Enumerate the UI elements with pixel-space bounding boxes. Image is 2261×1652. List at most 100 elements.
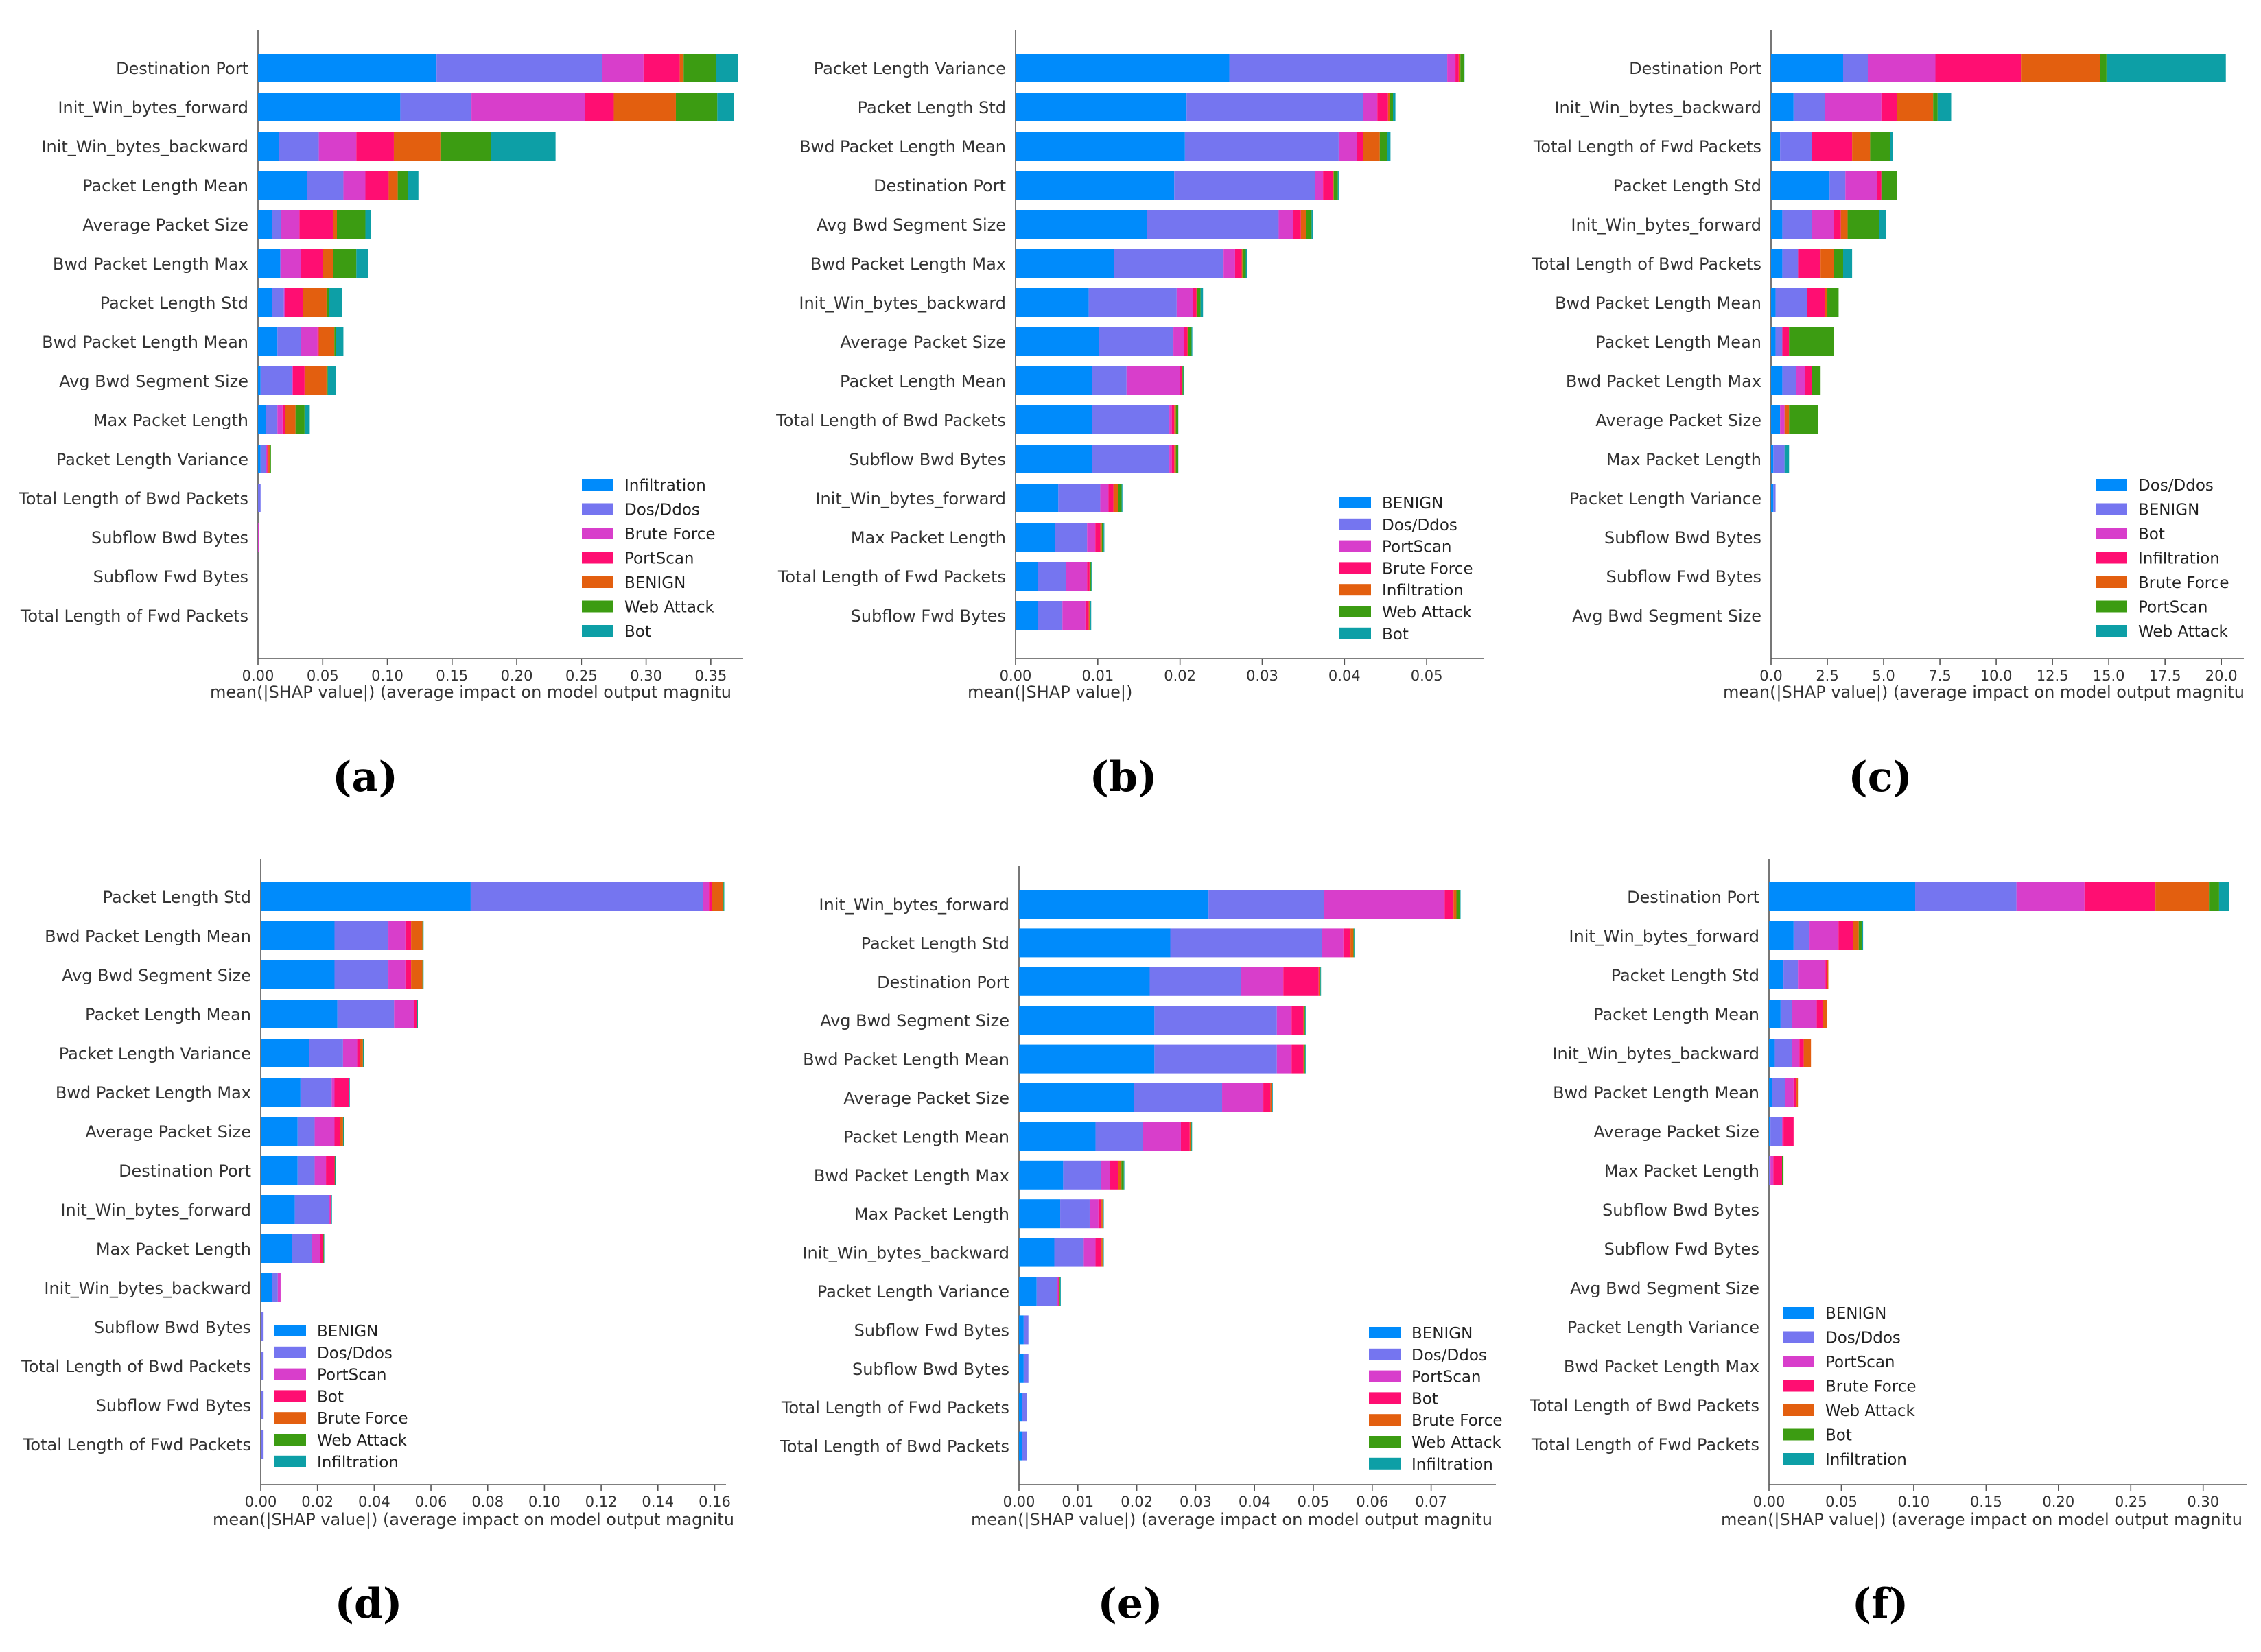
legend-label: Dos/Ddos — [317, 1345, 393, 1362]
panel-label: (d) — [335, 1580, 403, 1628]
x-tick-label: 10.0 — [1980, 668, 2013, 684]
bar-segment — [1090, 562, 1092, 591]
legend-swatch — [582, 576, 613, 588]
bar-segment — [388, 171, 398, 200]
legend-label: Brute Force — [317, 1410, 408, 1428]
x-tick-label: 0.30 — [630, 668, 662, 684]
bar-segment — [414, 1000, 417, 1028]
bar-segment — [1019, 1238, 1055, 1267]
feature-label: Packet Length Std — [1611, 966, 1759, 985]
bar-segment — [285, 405, 296, 434]
bar-segment — [331, 1078, 335, 1107]
bar-segment — [683, 54, 716, 82]
bar-segment — [1057, 1277, 1059, 1306]
bar-segment — [1387, 132, 1391, 161]
bar-segment — [320, 1234, 323, 1263]
bar-segment — [679, 54, 684, 82]
bar-segment — [1816, 1000, 1823, 1028]
bar-segment — [1019, 967, 1150, 996]
legend-label: Brute Force — [1382, 560, 1473, 578]
legend-swatch — [1339, 562, 1371, 574]
feature-label: Packet Length Variance — [59, 1044, 251, 1063]
feature-label: Bwd Packet Length Max — [814, 1166, 1009, 1185]
feature-label: Bwd Packet Length Mean — [42, 333, 248, 352]
bar-segment — [709, 882, 712, 911]
bar-segment — [1897, 93, 1934, 121]
legend-label: Infiltration — [1411, 1456, 1493, 1474]
x-tick-label: 2.5 — [1816, 668, 1838, 684]
legend-swatch — [1339, 606, 1371, 617]
legend-swatch — [582, 528, 613, 539]
feature-label: Total Length of Fwd Packets — [23, 1435, 251, 1454]
x-tick-label: 0.25 — [2115, 1494, 2147, 1510]
bar-segment — [1169, 445, 1172, 473]
legend-label: Web Attack — [317, 1432, 408, 1450]
bar-segment — [326, 1156, 335, 1185]
bar-segment — [1016, 366, 1092, 395]
bar-segment — [1085, 601, 1089, 630]
bar-segment — [1807, 288, 1825, 317]
bar-segment — [1770, 1117, 1782, 1146]
feature-label: Init_Win_bytes_forward — [1569, 927, 1759, 946]
bar-segment — [1781, 1117, 1784, 1146]
bar-segment — [1038, 601, 1063, 630]
bar-segment — [1114, 249, 1224, 278]
bar-segment — [1022, 1431, 1027, 1461]
bar-segment — [360, 1039, 363, 1067]
legend-swatch — [2096, 479, 2127, 491]
bar-segment — [1769, 1156, 1771, 1185]
bar-segment — [336, 327, 344, 356]
bar-segment — [1091, 562, 1092, 591]
bar-segment — [331, 1195, 332, 1224]
x-tick-label: 0.00 — [1003, 1494, 1035, 1510]
bar-segment — [1780, 132, 1812, 161]
bar-segment — [1223, 249, 1235, 278]
bar-segment — [295, 405, 305, 434]
x-tick-label: 17.5 — [2149, 668, 2181, 684]
x-tick-label: 0.03 — [1246, 668, 1278, 684]
x-tick-label: 0.10 — [1898, 1494, 1930, 1510]
bar-segment — [1063, 1160, 1101, 1190]
bar-segment — [1784, 445, 1790, 473]
bar-segment — [1825, 288, 1828, 317]
x-tick-label: 0.10 — [528, 1494, 561, 1510]
bar-segment — [675, 93, 718, 121]
feature-label: Packet Length Mean — [1593, 1005, 1759, 1024]
bar-segment — [349, 1078, 350, 1107]
bar-segment — [304, 405, 310, 434]
legend-swatch — [1369, 1327, 1401, 1338]
bar-segment — [400, 93, 472, 121]
feature-label: Subflow Fwd Bytes — [93, 567, 248, 587]
bar-segment — [1059, 1277, 1061, 1306]
bar-segment — [1103, 1199, 1104, 1229]
bar-segment — [329, 1195, 331, 1224]
bar-segment — [1453, 890, 1457, 919]
bar-segment — [333, 210, 338, 239]
legend-label: PortScan — [2138, 599, 2208, 617]
bar-segment — [1783, 960, 1799, 989]
x-axis-title: mean(|SHAP value|) (average impact on mo… — [210, 683, 731, 702]
bar-segment — [1812, 132, 1853, 161]
bar-segment — [1092, 445, 1170, 473]
panel-d: Packet Length Std Bwd Packet Length Mean A… — [21, 859, 734, 1628]
bar-segment — [277, 1273, 281, 1302]
bar-segment — [408, 171, 419, 200]
feature-label: Total Length of Fwd Packets — [781, 1398, 1009, 1417]
bar-segment — [2084, 882, 2156, 911]
bar-segment — [1173, 327, 1184, 356]
bar-segment — [301, 249, 323, 278]
bar-segment — [1175, 445, 1178, 473]
bar-segment — [261, 1234, 292, 1263]
bar-segment — [1858, 921, 1862, 950]
bar-segment — [1782, 366, 1796, 395]
bar-segment — [723, 882, 724, 911]
bar-segment — [261, 1078, 301, 1107]
bar-segment — [258, 366, 261, 395]
bar-segment — [1147, 210, 1279, 239]
bar-segment — [1118, 1160, 1122, 1190]
bar-segment — [1058, 1277, 1059, 1306]
bar-segment — [1191, 327, 1193, 356]
x-tick-label: 0.03 — [1180, 1494, 1212, 1510]
legend-swatch — [1369, 1392, 1401, 1404]
bar-segment — [277, 405, 283, 434]
